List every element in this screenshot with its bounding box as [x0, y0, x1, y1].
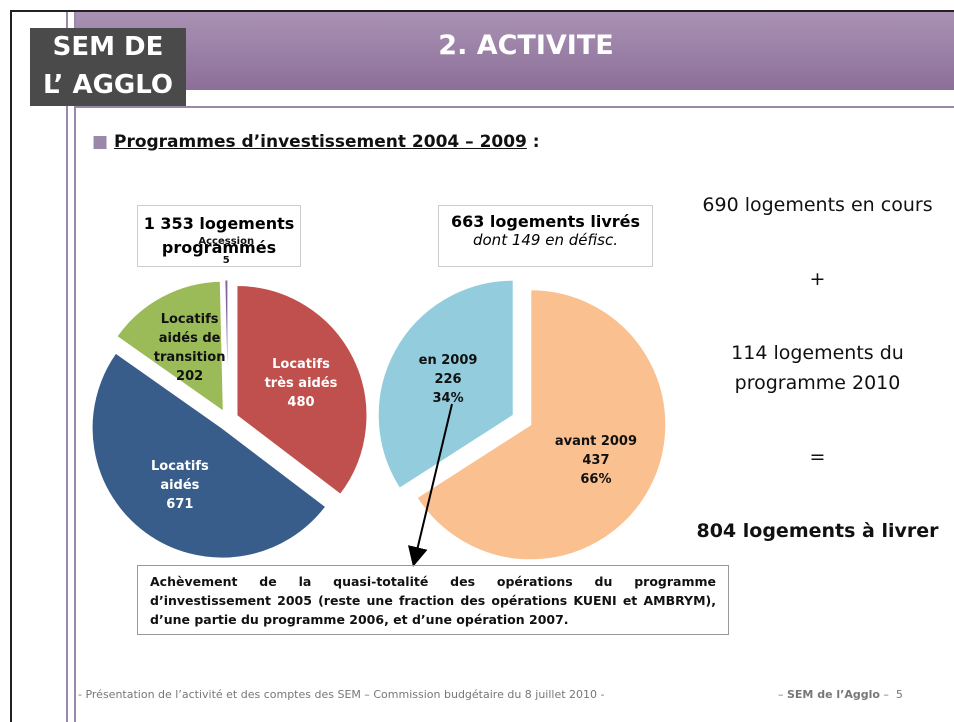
- note: Achèvement de la quasi-totalité des opér…: [137, 565, 729, 635]
- heading-text: Programmes d’investissement 2004 – 2009: [113, 132, 527, 152]
- slide-title: 2. ACTIVITE: [438, 30, 614, 61]
- slice-value: 226: [434, 372, 462, 388]
- logo-line: L’ AGGLO: [42, 70, 174, 100]
- header-rule: [75, 106, 954, 108]
- summary-line: +: [809, 268, 826, 290]
- pie-slice: [224, 279, 229, 411]
- pie-slice: [377, 279, 514, 489]
- slice-value: 202: [176, 369, 204, 385]
- slice-value: 5: [222, 254, 230, 266]
- footer-text: - Présentation de l’activité et des comp…: [78, 688, 605, 701]
- slice-label: Locatifs aidés de transition 202: [145, 310, 235, 386]
- slice-value: 437: [582, 452, 610, 468]
- pie-slice: [236, 285, 368, 495]
- pie-title: 1 353 logements programmés: [137, 205, 301, 267]
- slice-label: Locatifs très aidés 480: [256, 355, 346, 412]
- slice-value: 480: [287, 395, 315, 411]
- logo-line: SEM DE: [52, 32, 164, 62]
- heading-suffix: :: [526, 132, 540, 152]
- heading: ■ Programmes d’investissement 2004 – 200…: [92, 132, 540, 152]
- logo: SEM DE L’ AGGLO: [30, 28, 186, 106]
- slice-category: avant 2009: [554, 433, 638, 449]
- pie-slice: [416, 289, 667, 561]
- slice-category: Accession: [198, 235, 255, 247]
- slice-label: Locatifs aidés 671: [135, 457, 225, 514]
- slice-category: Locatifs aidés de transition: [153, 312, 226, 366]
- pie-slice: [116, 280, 224, 413]
- slide-border: [10, 10, 954, 722]
- slice-category: en 2009: [418, 353, 478, 369]
- header-bar: [75, 12, 954, 90]
- pie-title: 663 logements livrés: [450, 212, 641, 231]
- slice-percentage: 66%: [580, 471, 612, 487]
- slice-value: 671: [166, 497, 194, 513]
- slice-category: Locatifs aidés: [150, 459, 209, 494]
- summary-line: 804 logements à livrer: [696, 520, 939, 542]
- summary-line: 114 logements du programme 2010: [731, 342, 904, 394]
- slice-label: avant 2009 437 66%: [551, 432, 641, 489]
- side-line: [66, 12, 68, 722]
- footer-brand: – SEM de l’Agglo – 5: [778, 688, 903, 701]
- page-number: 5: [895, 688, 903, 701]
- summary-line: =: [809, 446, 826, 468]
- pie-slice: [91, 352, 327, 559]
- slice-label: Accession 5: [181, 232, 271, 270]
- summary-line: 690 logements en cours: [702, 194, 933, 216]
- summary: 690 logements en cours +114 logements du …: [685, 190, 950, 546]
- side-line: [74, 12, 76, 722]
- pie-subtitle: dont 149 en défisc.: [472, 231, 619, 249]
- slice-percentage: 34%: [432, 391, 464, 407]
- slice-label: en 2009 226 34%: [403, 351, 493, 408]
- slice-category: Locatifs très aidés: [264, 357, 338, 392]
- arrow: [407, 403, 453, 567]
- footer-brand-text: SEM de l’Agglo: [787, 688, 880, 701]
- pie-title-box: 663 logements livrés dont 149 en défisc.: [438, 205, 653, 267]
